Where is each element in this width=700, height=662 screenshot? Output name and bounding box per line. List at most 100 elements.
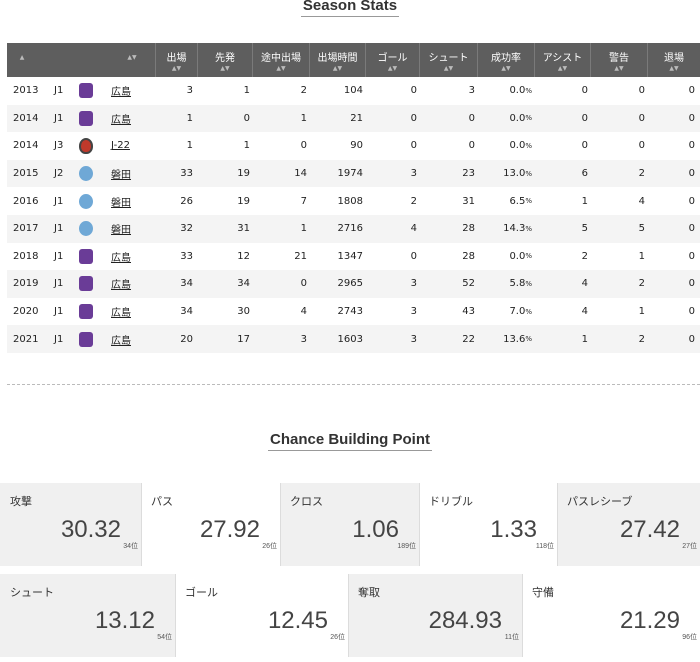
stat-yellow: 1	[597, 298, 645, 326]
column-header[interactable]: アシスト ▲▼	[534, 43, 590, 77]
club-link[interactable]: 広島	[111, 308, 131, 320]
column-header-label: 途中出場	[261, 53, 301, 64]
stat-value: 0	[581, 85, 588, 97]
year: 2014	[13, 140, 39, 152]
stat-value: 0	[468, 112, 475, 124]
stat-red: 0	[647, 77, 695, 105]
table-row: 2019 J1 広島 34 34 0 2965 3 52 5.8% 4 2 0	[7, 270, 700, 298]
column-header[interactable]: 途中出場 ▲▼	[252, 43, 309, 77]
stat-value: 4	[638, 195, 645, 207]
column-header-label: 先発	[215, 53, 235, 64]
stat-apps: 1	[145, 105, 193, 133]
stat-value: 19	[237, 168, 250, 180]
column-header[interactable]: 出場時間 ▲▼	[309, 43, 365, 77]
club-link[interactable]: 広島	[111, 252, 131, 264]
cbp-label: クロス	[290, 496, 323, 508]
cbp-card: パス 27.92 26位	[141, 483, 280, 566]
cbp-card: 守備 21.29 96位	[522, 574, 700, 657]
emblem-cell	[79, 105, 101, 133]
cbp-value: 284.93	[428, 607, 502, 634]
stat-value: 19	[237, 195, 250, 207]
stat-value: 0	[688, 306, 695, 318]
stat-goals: 0	[369, 132, 417, 160]
stat-value: 3	[300, 333, 307, 345]
sort-icon[interactable]: ▲	[19, 54, 25, 61]
stat-goals: 0	[369, 105, 417, 133]
column-header[interactable]: 成功率 ▲▼	[477, 43, 534, 77]
year: 2019	[13, 278, 39, 290]
column-header-label: シュート	[428, 53, 469, 64]
stat-red: 0	[647, 298, 695, 326]
stat-value: 0	[688, 278, 695, 290]
stat-assists: 0	[540, 77, 588, 105]
club-link[interactable]: J-22	[111, 140, 130, 152]
stat-value: 1	[186, 112, 193, 124]
stat-sub: 14	[259, 160, 307, 188]
club-link[interactable]: 広島	[111, 335, 131, 347]
percent-unit: %	[525, 86, 532, 95]
stat-red: 0	[647, 270, 695, 298]
table-row: 2013 J1 広島 3 1 2 104 0 3 0.0% 0 0 0	[7, 77, 700, 105]
league: J1	[54, 223, 64, 235]
stat-yellow: 2	[597, 160, 645, 188]
header-sort-year[interactable]: ▲	[7, 43, 37, 77]
stat-value: 0	[638, 85, 645, 97]
stat-apps: 20	[145, 325, 193, 353]
stat-assists: 6	[540, 160, 588, 188]
stat-value: 0	[468, 140, 475, 152]
cbp-divider	[557, 483, 558, 566]
club-link[interactable]: 広島	[111, 114, 131, 126]
club-link[interactable]: 磐田	[111, 225, 131, 237]
stat-rate: 13.0%	[484, 160, 532, 188]
column-header[interactable]: 退場 ▲▼	[647, 43, 700, 77]
stat-shots: 22	[427, 325, 475, 353]
stat-starts: 19	[202, 160, 250, 188]
stat-value: 3	[410, 306, 417, 318]
stat-value: 7.0	[509, 306, 526, 318]
stat-value: 0.0	[509, 112, 526, 124]
percent-unit: %	[525, 197, 532, 206]
stat-apps: 34	[145, 298, 193, 326]
emblem-cell	[79, 270, 101, 298]
club-link[interactable]: 広島	[111, 280, 131, 292]
stat-value: 28	[462, 223, 475, 235]
stat-value: 31	[462, 195, 475, 207]
stat-value: 2965	[337, 278, 363, 290]
sort-icon[interactable]: ▲▼	[127, 54, 137, 61]
stat-value: 5.8	[509, 278, 526, 290]
stat-value: 23	[462, 168, 475, 180]
stat-mins: 104	[315, 77, 363, 105]
table-row: 2018 J1 広島 33 12 21 1347 0 28 0.0% 2 1 0	[7, 243, 700, 271]
jubilo-emblem-icon	[79, 166, 93, 182]
stat-value: 1	[581, 333, 588, 345]
club-link[interactable]: 磐田	[111, 197, 131, 209]
cbp-label: 攻撃	[10, 496, 32, 508]
stat-shots: 3	[427, 77, 475, 105]
stat-rate: 0.0%	[484, 243, 532, 271]
stat-goals: 0	[369, 77, 417, 105]
stat-value: 21	[294, 250, 307, 262]
table-row: 2021 J1 広島 20 17 3 1603 3 22 13.6% 1 2 0	[7, 325, 700, 353]
stat-value: 3	[468, 85, 475, 97]
stat-value: 34	[180, 306, 193, 318]
column-header[interactable]: 警告 ▲▼	[590, 43, 647, 77]
club-link[interactable]: 広島	[111, 87, 131, 99]
column-header[interactable]: 先発 ▲▼	[197, 43, 252, 77]
league: J3	[54, 140, 64, 152]
stat-red: 0	[647, 160, 695, 188]
stat-value: 0	[581, 140, 588, 152]
stat-value: 1347	[337, 250, 363, 262]
stat-value: 0	[243, 112, 250, 124]
stat-shots: 0	[427, 105, 475, 133]
cbp-rank: 118位	[535, 543, 554, 550]
stat-value: 1	[243, 140, 250, 152]
percent-unit: %	[525, 224, 532, 233]
stat-value: 6	[581, 168, 588, 180]
stat-yellow: 5	[597, 215, 645, 243]
column-header[interactable]: 出場 ▲▼	[155, 43, 197, 77]
cbp-value: 27.42	[619, 516, 680, 543]
header-sort-club[interactable]: ▲▼	[117, 43, 147, 77]
column-header[interactable]: ゴール ▲▼	[365, 43, 419, 77]
club-link[interactable]: 磐田	[111, 170, 131, 182]
column-header[interactable]: シュート ▲▼	[419, 43, 477, 77]
